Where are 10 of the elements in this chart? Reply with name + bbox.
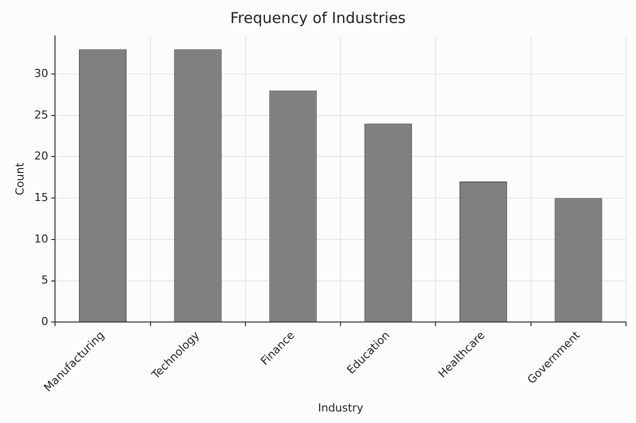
y-axis-title: Count <box>13 162 26 196</box>
y-tick-label: 15 <box>34 190 48 204</box>
chart-title: Frequency of Industries <box>230 8 406 27</box>
x-axis-title: Industry <box>318 401 364 414</box>
y-tick-label: 25 <box>34 108 48 122</box>
y-tick-label: 20 <box>34 150 48 163</box>
y-tick-label: 30 <box>34 66 48 80</box>
y-tick-label: 0 <box>41 315 48 328</box>
y-tick-label: 5 <box>41 274 48 287</box>
y-tick-label: 10 <box>34 232 48 246</box>
